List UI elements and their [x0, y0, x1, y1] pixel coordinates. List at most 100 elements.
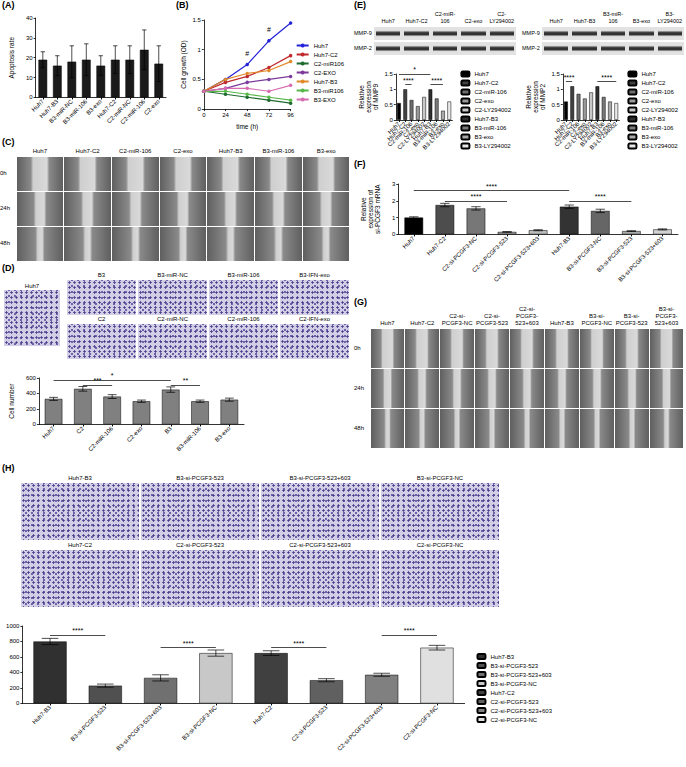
svg-text:Huh7-B3: Huh7-B3 [474, 116, 498, 122]
svg-text:B3-si-PCGF3-523+603: B3-si-PCGF3-523+603 [490, 672, 552, 678]
svg-text:of MMP9: of MMP9 [372, 84, 379, 110]
svg-text:C2-si-PCGF3-523+603: C2-si-PCGF3-523+603 [490, 708, 552, 714]
svg-text:600: 600 [9, 654, 20, 660]
svg-text:B3-si-PCGF3-NC: B3-si-PCGF3-NC [490, 681, 537, 687]
svg-text:0.5: 0.5 [384, 102, 393, 108]
svg-text:B3-si-PCGF3-NC: B3-si-PCGF3-NC [181, 704, 218, 741]
svg-text:Huh7-B3: Huh7-B3 [641, 116, 665, 122]
svg-text:Cell number: Cell number [8, 383, 15, 419]
svg-text:Huh7-B3: Huh7-B3 [550, 235, 571, 256]
svg-text:B3-LY294002: B3-LY294002 [589, 120, 619, 150]
svg-text:B3-si-PCGF3-523: B3-si-PCGF3-523 [490, 663, 538, 669]
svg-text:#: # [267, 26, 271, 33]
svg-text:of MMP2: of MMP2 [539, 84, 546, 110]
svg-text:Huh7-B3: Huh7-B3 [314, 79, 338, 85]
svg-text:24: 24 [222, 112, 229, 118]
svg-text:B3-si-PCGF3-523+603: B3-si-PCGF3-523+603 [115, 704, 163, 752]
svg-text:Huh7-C2: Huh7-C2 [252, 704, 274, 726]
svg-text:48: 48 [244, 112, 251, 118]
svg-text:**: ** [183, 377, 189, 384]
svg-text:1: 1 [197, 47, 201, 53]
svg-text:Huh7-B3: Huh7-B3 [31, 704, 52, 725]
svg-text:*: * [413, 66, 416, 73]
svg-text:C2-miR-106: C2-miR-106 [474, 89, 507, 95]
svg-text:Cell growth (OD): Cell growth (OD) [180, 40, 188, 88]
svg-text:200: 200 [9, 685, 20, 691]
svg-text:800: 800 [9, 638, 20, 644]
svg-text:1: 1 [556, 86, 560, 92]
svg-text:600: 600 [26, 375, 37, 381]
svg-text:72: 72 [266, 112, 273, 118]
svg-text:400: 400 [26, 390, 37, 396]
svg-text:Relative: Relative [360, 197, 367, 221]
svg-text:****: **** [293, 640, 304, 647]
svg-text:Huh7: Huh7 [474, 71, 489, 77]
svg-text:0: 0 [389, 117, 393, 123]
svg-text:B3-miR-106: B3-miR-106 [474, 125, 507, 131]
svg-text:Huh7-B3: Huh7-B3 [490, 654, 514, 660]
svg-text:40: 40 [26, 15, 33, 21]
svg-text:0: 0 [29, 94, 33, 100]
svg-text:C2-exo: C2-exo [474, 98, 494, 104]
svg-text:30: 30 [26, 35, 33, 41]
svg-text:Huh7: Huh7 [314, 43, 329, 49]
svg-text:B3-LY294002: B3-LY294002 [641, 143, 678, 149]
svg-text:C2-LY294002: C2-LY294002 [474, 107, 511, 113]
svg-text:Huh7-C2: Huh7-C2 [474, 80, 499, 86]
svg-text:96: 96 [287, 112, 294, 118]
svg-text:C2-si-PCGF3-NC: C2-si-PCGF3-NC [490, 717, 537, 723]
svg-text:C2-si-PCGF3-523: C2-si-PCGF3-523 [490, 699, 539, 705]
svg-text:1: 1 [392, 215, 396, 221]
svg-text:0: 0 [556, 117, 560, 123]
svg-text:1.5: 1.5 [551, 71, 560, 77]
svg-text:****: **** [403, 77, 414, 84]
svg-text:3: 3 [392, 181, 396, 187]
svg-text:1: 1 [389, 86, 393, 92]
svg-text:****: **** [601, 74, 612, 81]
svg-text:***: *** [93, 377, 101, 384]
svg-text:B3: B3 [163, 425, 173, 435]
svg-text:Huh7: Huh7 [402, 235, 417, 250]
svg-text:C2-exo: C2-exo [143, 98, 161, 116]
svg-text:C2-exo: C2-exo [126, 425, 144, 443]
svg-text:B3-LY294002: B3-LY294002 [422, 120, 452, 150]
svg-text:Huh7-C2: Huh7-C2 [314, 52, 339, 58]
svg-text:****: **** [72, 627, 83, 634]
svg-text:*: * [111, 372, 114, 379]
svg-text:1.5: 1.5 [384, 71, 393, 77]
svg-text:C2-miR-106: C2-miR-106 [87, 425, 115, 453]
svg-text:C2-si-PCGF3-523+603: C2-si-PCGF3-523+603 [336, 704, 384, 752]
svg-text:C2-EXO: C2-EXO [314, 70, 337, 76]
svg-text:B3-miR-106: B3-miR-106 [175, 425, 202, 452]
svg-text:****: **** [404, 627, 415, 634]
svg-text:0: 0 [202, 112, 206, 118]
svg-text:0.5: 0.5 [192, 76, 201, 82]
svg-text:0: 0 [197, 106, 201, 112]
svg-text:time (h): time (h) [236, 123, 258, 131]
svg-text:si-PCGF3 mRNA: si-PCGF3 mRNA [374, 184, 381, 234]
svg-text:B3-LY294002: B3-LY294002 [474, 143, 511, 149]
svg-text:C2-si-PCGF3-523: C2-si-PCGF3-523 [290, 704, 329, 743]
svg-text:2: 2 [392, 198, 396, 204]
svg-text:0.5: 0.5 [551, 102, 560, 108]
svg-text:C2-miR-106: C2-miR-106 [641, 89, 674, 95]
svg-text:C2-exo: C2-exo [641, 98, 661, 104]
svg-text:0: 0 [16, 700, 20, 706]
svg-text:C2: C2 [75, 425, 85, 435]
svg-text:#: # [245, 50, 249, 57]
svg-text:B3-miR-106: B3-miR-106 [641, 125, 674, 131]
svg-text:Relative: Relative [358, 85, 365, 109]
svg-text:200: 200 [26, 406, 37, 412]
svg-text:B3-exo: B3-exo [214, 425, 232, 443]
svg-text:B3-si-PCGF3-523+603: B3-si-PCGF3-523+603 [617, 235, 665, 283]
svg-text:Huh7: Huh7 [641, 71, 656, 77]
svg-text:Relative: Relative [525, 85, 532, 109]
svg-text:C2-miR106: C2-miR106 [314, 61, 345, 67]
svg-text:Huh7-C2: Huh7-C2 [641, 80, 666, 86]
svg-text:****: **** [183, 640, 194, 647]
svg-text:B3-exo: B3-exo [641, 134, 661, 140]
svg-text:****: **** [595, 193, 606, 200]
svg-text:B3-miR106: B3-miR106 [314, 88, 345, 94]
svg-text:1000: 1000 [6, 623, 20, 629]
svg-text:****: **** [486, 183, 497, 190]
